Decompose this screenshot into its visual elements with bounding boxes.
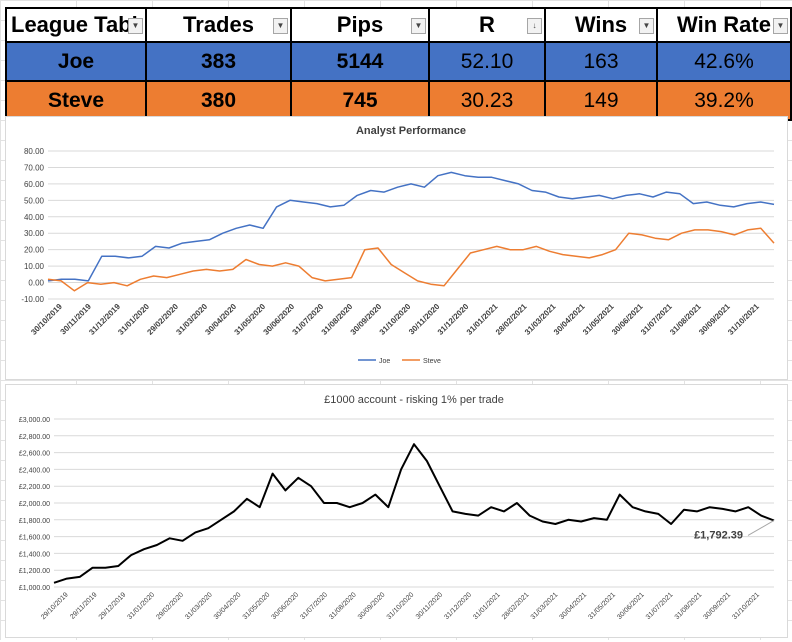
y-tick-label: 40.00 <box>24 213 45 222</box>
filter-dropdown-icon[interactable]: ▼ <box>128 18 143 34</box>
header-row: League Tabl ▼ Trades ▼ Pips ▼ R ↓ Wins ▼ Win Rate ▼ <box>5 7 792 43</box>
cell-name[interactable]: Steve <box>5 80 147 121</box>
header-label: Pips <box>336 12 384 37</box>
series-line-steve <box>47 227 775 292</box>
series-line-account <box>53 443 775 584</box>
x-tick-label: 31/10/2021 <box>731 591 761 621</box>
y-tick-label: £3,000.00 <box>19 417 50 424</box>
y-tick-label: -10.00 <box>21 295 44 304</box>
sort-filter-dropdown-icon[interactable]: ↓ <box>527 18 542 34</box>
y-tick-label: 60.00 <box>24 180 45 189</box>
cell-name[interactable]: Joe <box>5 41 147 82</box>
cell-pips[interactable]: 5144 <box>290 41 430 82</box>
y-tick-label: £2,200.00 <box>19 484 50 491</box>
header-label: R <box>479 12 495 37</box>
header-r: R ↓ <box>428 7 546 43</box>
y-tick-label: £2,800.00 <box>19 434 50 441</box>
x-tick-label: 31/03/2020 <box>184 591 214 621</box>
analyst-performance-svg: Analyst Performance -10.00 0.00 10.00 20.00 3… <box>21 125 775 365</box>
y-tick-label: 30.00 <box>24 229 45 238</box>
x-tick-label: 30/04/2020 <box>213 591 243 621</box>
x-tick-label: 30/06/2020 <box>270 591 300 621</box>
filter-dropdown-icon[interactable]: ▼ <box>773 18 788 34</box>
y-tick-label: 50.00 <box>24 196 45 205</box>
header-win-rate: Win Rate ▼ <box>656 7 792 43</box>
y-tick-label: £1,600.00 <box>19 535 50 542</box>
x-tick-label: 31/07/2020 <box>299 591 329 621</box>
x-tick-label: 30/06/2021 <box>616 591 646 621</box>
legend-label-joe: Joe <box>379 358 390 365</box>
header-trades: Trades ▼ <box>145 7 292 43</box>
x-tick-label: 31/05/2021 <box>587 591 617 621</box>
header-wins: Wins ▼ <box>544 7 658 43</box>
cell-win-rate[interactable]: 42.6% <box>656 41 792 82</box>
y-tick-label: 20.00 <box>24 246 45 255</box>
table-row: Joe 383 5144 52.10 163 42.6% <box>5 41 792 82</box>
cell-trades[interactable]: 383 <box>145 41 292 82</box>
x-tick-label: 31/12/2020 <box>443 591 473 621</box>
y-tick-label: £1,400.00 <box>19 551 50 558</box>
cell-win-rate[interactable]: 39.2% <box>656 80 792 121</box>
x-tick-label: 30/09/2020 <box>357 591 387 621</box>
y-tick-label: £2,000.00 <box>19 501 50 508</box>
y-tick-label: 0.00 <box>28 279 44 288</box>
x-tick-label: 31/08/2021 <box>674 591 704 621</box>
filter-dropdown-icon[interactable]: ▼ <box>411 18 426 34</box>
x-tick-label: 30/09/2021 <box>702 591 732 621</box>
account-svg: £1000 account - risking 1% per trade £1,0… <box>19 394 775 621</box>
y-tick-label: 10.00 <box>24 262 45 271</box>
x-tick-label: 31/01/2020 <box>126 591 156 621</box>
x-tick-label: 31/10/2021 <box>726 302 761 337</box>
chart-title: £1000 account - risking 1% per trade <box>324 394 504 406</box>
chart-legend: Joe Steve <box>358 358 441 365</box>
x-tick-label: 31/03/2021 <box>530 591 560 621</box>
cell-wins[interactable]: 163 <box>544 41 658 82</box>
league-table: League Tabl ▼ Trades ▼ Pips ▼ R ↓ Wins ▼ Win Rate ▼… <box>5 7 792 121</box>
x-tick-label: 30/04/2021 <box>558 591 588 621</box>
header-label: Wins <box>574 12 628 37</box>
cell-r[interactable]: 30.23 <box>428 80 546 121</box>
header-label: Trades <box>183 12 254 37</box>
annotation-label: £1,792.39 <box>694 529 743 541</box>
header-label: League Tabl <box>11 12 138 37</box>
x-tick-label: 29/10/2019 <box>40 591 70 621</box>
analyst-performance-chart: Analyst Performance -10.00 0.00 10.00 20.00 3… <box>5 116 788 380</box>
y-tick-label: £1,200.00 <box>19 568 50 575</box>
y-tick-label: £2,400.00 <box>19 467 50 474</box>
annotation-leader <box>747 520 775 536</box>
x-tick-label: 29/11/2019 <box>69 591 98 620</box>
cell-pips[interactable]: 745 <box>290 80 430 121</box>
x-tick-label: 29/12/2019 <box>98 591 128 621</box>
y-tick-label: £1,000.00 <box>19 585 50 592</box>
cell-trades[interactable]: 380 <box>145 80 292 121</box>
series-line-joe <box>47 171 775 282</box>
x-tick-label: 28/02/2021 <box>501 591 531 621</box>
x-tick-label: 30/11/2020 <box>415 591 444 620</box>
filter-dropdown-icon[interactable]: ▼ <box>273 18 288 34</box>
header-league-tabl: League Tabl ▼ <box>5 7 147 43</box>
y-tick-label: 70.00 <box>24 163 45 172</box>
y-tick-label: £1,800.00 <box>19 518 50 525</box>
x-tick-label: 31/01/2021 <box>472 591 502 621</box>
filter-dropdown-icon[interactable]: ▼ <box>639 18 654 34</box>
x-tick-label: 31/05/2020 <box>242 591 272 621</box>
x-tick-label: 31/10/2020 <box>386 591 416 621</box>
header-pips: Pips ▼ <box>290 7 430 43</box>
header-label: Win Rate <box>677 12 771 37</box>
legend-label-steve: Steve <box>423 358 441 365</box>
account-chart: £1000 account - risking 1% per trade £1,0… <box>5 384 788 638</box>
x-tick-label: 31/08/2020 <box>328 591 358 621</box>
table-row: Steve 380 745 30.23 149 39.2% <box>5 80 792 121</box>
chart-title: Analyst Performance <box>356 125 466 137</box>
y-tick-label: £2,600.00 <box>19 451 50 458</box>
x-tick-label: 31/07/2021 <box>645 591 675 621</box>
y-tick-label: 80.00 <box>24 147 45 156</box>
cell-r[interactable]: 52.10 <box>428 41 546 82</box>
cell-wins[interactable]: 149 <box>544 80 658 121</box>
x-tick-label: 29/02/2020 <box>155 591 185 621</box>
